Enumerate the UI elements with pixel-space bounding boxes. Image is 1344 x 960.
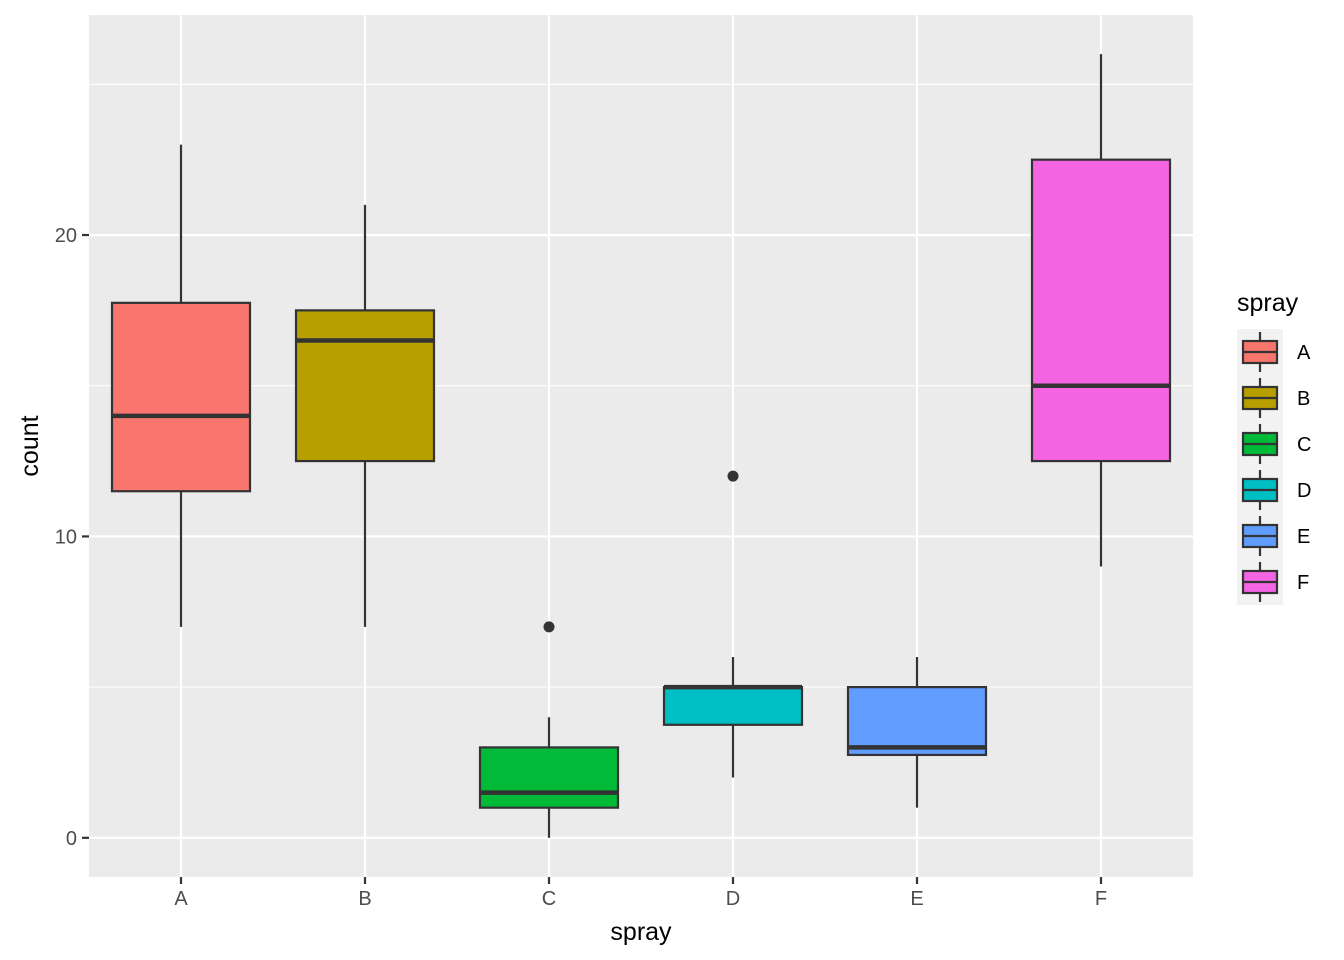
- legend-item-d: D: [1241, 470, 1311, 510]
- legend-key-background: [1237, 329, 1283, 605]
- boxplot-f: [1030, 54, 1172, 567]
- legend-label: E: [1297, 526, 1310, 548]
- legend-label: F: [1297, 572, 1309, 594]
- legend-item-c: C: [1241, 424, 1311, 464]
- box: [294, 309, 436, 463]
- legend-label: A: [1297, 342, 1311, 364]
- legend-item-e: E: [1241, 516, 1310, 556]
- y-tick-label: 10: [55, 526, 77, 548]
- y-tick-label: 20: [55, 225, 77, 247]
- legend-label: B: [1297, 388, 1310, 410]
- x-axis-title: spray: [610, 918, 672, 946]
- legend: spray A B C D E F: [1237, 289, 1311, 605]
- y-axis: 0 10 20: [55, 225, 89, 850]
- box: [662, 686, 804, 726]
- x-tick-label: D: [726, 888, 740, 910]
- y-axis-title: count: [16, 415, 44, 476]
- box: [846, 686, 988, 757]
- boxplot-a: [110, 144, 252, 627]
- legend-title: spray: [1237, 289, 1299, 317]
- grid-minor: [89, 83, 1193, 688]
- box: [478, 746, 620, 809]
- boxplot-c: [478, 621, 620, 838]
- legend-label: C: [1297, 434, 1311, 456]
- x-tick-label: A: [174, 888, 188, 910]
- x-tick-label: E: [910, 888, 923, 910]
- x-tick-label: F: [1095, 888, 1107, 910]
- x-tick-label: B: [358, 888, 371, 910]
- x-axis: A B C D E F: [174, 877, 1107, 910]
- legend-item-a: A: [1241, 332, 1311, 372]
- box: [110, 301, 252, 493]
- legend-item-f: F: [1241, 562, 1309, 602]
- outlier-point: [727, 470, 739, 482]
- plot-panel: [89, 15, 1193, 877]
- legend-item-b: B: [1241, 378, 1310, 418]
- x-tick-label: C: [542, 888, 556, 910]
- y-tick-label: 0: [66, 828, 77, 850]
- boxplot-b: [294, 204, 436, 627]
- outlier-point: [543, 621, 555, 633]
- box: [1030, 158, 1172, 463]
- legend-label: D: [1297, 480, 1311, 502]
- boxplots: [110, 54, 1172, 838]
- boxplot-d: [662, 470, 804, 778]
- boxplot-e: [846, 656, 988, 808]
